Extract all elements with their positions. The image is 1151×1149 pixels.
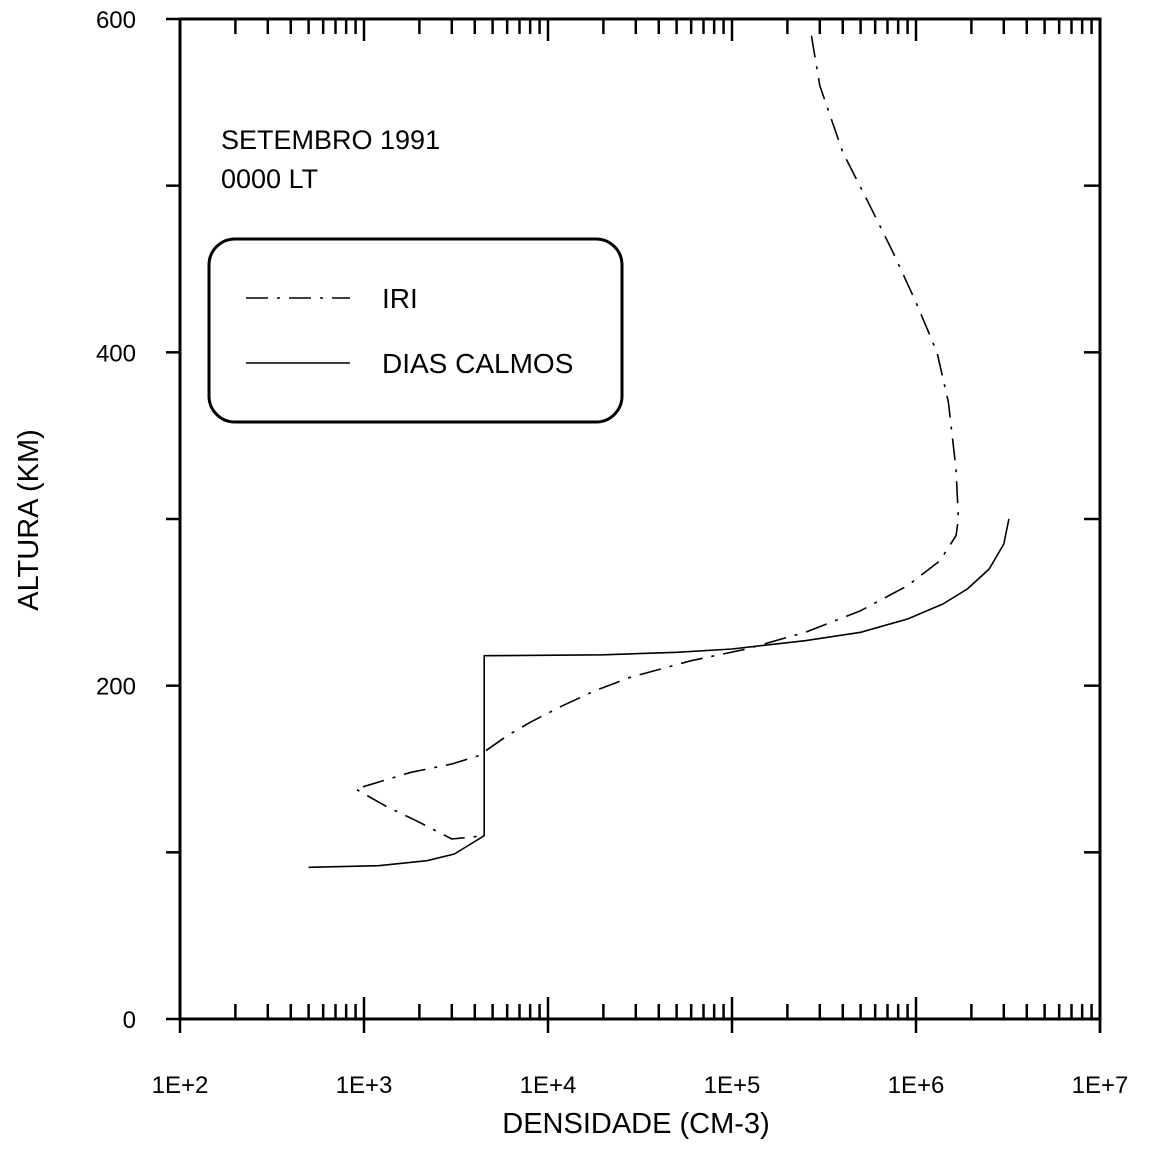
y-tick-label: 600 [96, 7, 136, 34]
annotation-line-1: SETEMBRO 1991 [221, 125, 440, 155]
y-axis-title: ALTURA (KM) [13, 429, 45, 611]
tick-labels: 1E+2 1E+3 1E+4 1E+5 1E+6 1E+7 0 200 400 600 [96, 7, 1128, 1099]
legend-box [207, 237, 624, 424]
annotation-line-2: 0000 LT [221, 164, 318, 194]
x-tick-label: 1E+7 [1072, 1072, 1129, 1099]
legend: IRI DIAS CALMOS [207, 237, 624, 424]
series-lines [308, 35, 1010, 869]
series-dias-calmos [308, 518, 1010, 869]
x-tick-label: 1E+5 [704, 1072, 761, 1099]
x-tick-label: 1E+4 [520, 1072, 577, 1099]
x-tick-label: 1E+6 [888, 1072, 945, 1099]
x-axis-title: DENSIDADE (CM-3) [502, 1108, 769, 1140]
series-iri [354, 35, 960, 840]
x-tick-label: 1E+2 [152, 1072, 209, 1099]
y-tick-label: 400 [96, 340, 136, 367]
legend-label-dias-calmos: DIAS CALMOS [382, 348, 573, 379]
legend-label-iri: IRI [382, 283, 418, 314]
y-tick-label: 0 [123, 1007, 136, 1034]
y-tick-label: 200 [96, 674, 136, 701]
axis-ticks [166, 17, 1102, 1033]
x-tick-label: 1E+3 [336, 1072, 393, 1099]
